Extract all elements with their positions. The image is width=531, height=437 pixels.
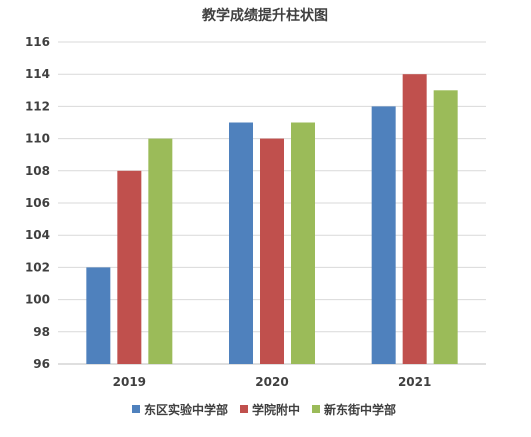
bar-2020-2 xyxy=(291,122,315,364)
legend-swatch-2 xyxy=(312,405,320,413)
y-tick-label: 102 xyxy=(25,260,50,274)
bar-2021-2 xyxy=(433,90,458,365)
y-tick-label: 114 xyxy=(25,67,50,81)
y-axis-ticks: 96 98 100 102 104 106 108 110 112 114 116 xyxy=(25,35,50,371)
y-tick-label: 104 xyxy=(25,228,50,242)
bar-2020-0 xyxy=(229,122,253,364)
y-tick-label: 100 xyxy=(25,293,50,307)
y-tick-label: 112 xyxy=(25,99,50,113)
y-tick-label: 116 xyxy=(25,35,50,49)
y-tick-label: 98 xyxy=(33,325,50,339)
bar-2021-1 xyxy=(402,74,427,364)
legend: 东区实验中学部 学院附中 新东街中学部 xyxy=(132,402,396,417)
bar-2019-1 xyxy=(117,170,142,364)
legend-label-0: 东区实验中学部 xyxy=(144,402,228,417)
bar-2021-0 xyxy=(371,106,396,365)
chart-title: 教学成绩提升柱状图 xyxy=(202,7,328,24)
legend-swatch-1 xyxy=(240,405,248,413)
y-tick-label: 106 xyxy=(25,196,50,210)
legend-swatch-0 xyxy=(132,405,140,413)
legend-label-1: 学院附中 xyxy=(252,402,300,417)
x-tick-label: 2021 xyxy=(398,375,431,389)
bar-2019-2 xyxy=(148,138,173,364)
bar-2020-1 xyxy=(260,138,284,364)
legend-label-2: 新东街中学部 xyxy=(324,402,396,417)
x-tick-label: 2019 xyxy=(113,375,146,389)
y-tick-label: 110 xyxy=(25,132,50,146)
bar-2019-0 xyxy=(86,267,111,364)
x-tick-label: 2020 xyxy=(255,375,288,389)
y-tick-label: 108 xyxy=(25,164,50,178)
bars xyxy=(86,74,458,365)
y-tick-label: 96 xyxy=(33,357,50,371)
x-axis-ticks: 2019 2020 2021 xyxy=(113,375,432,389)
